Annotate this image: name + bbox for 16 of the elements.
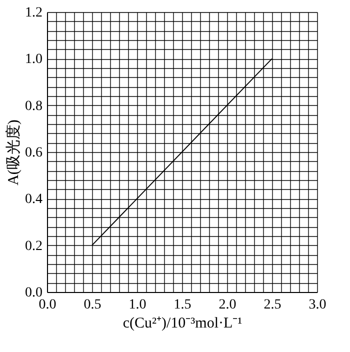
y-tick-label: 0.8 (25, 98, 42, 114)
x-tick-label: 1.5 (174, 298, 192, 312)
y-tick-label: 0.2 (25, 238, 42, 254)
x-axis-title: c(Cu²⁺)/10⁻³mol·L⁻¹ (122, 316, 242, 332)
x-tick-label: 3.0 (308, 298, 326, 312)
y-tick-label: 0.0 (25, 286, 42, 300)
y-tick-label: 0.6 (25, 146, 42, 160)
y-tick-label: 0.4 (25, 192, 42, 208)
x-tick-label: 0.0 (38, 298, 56, 312)
x-tick-label: 2.0 (218, 298, 236, 312)
y-axis-title: A(吸光度) (5, 120, 22, 186)
x-tick-label: 1.0 (128, 298, 146, 312)
y-tick-label: 1.0 (25, 52, 42, 68)
y-tick-label: 1.2 (25, 6, 42, 20)
x-tick-label: 2.5 (264, 298, 282, 312)
x-tick-label: 0.5 (84, 298, 102, 312)
